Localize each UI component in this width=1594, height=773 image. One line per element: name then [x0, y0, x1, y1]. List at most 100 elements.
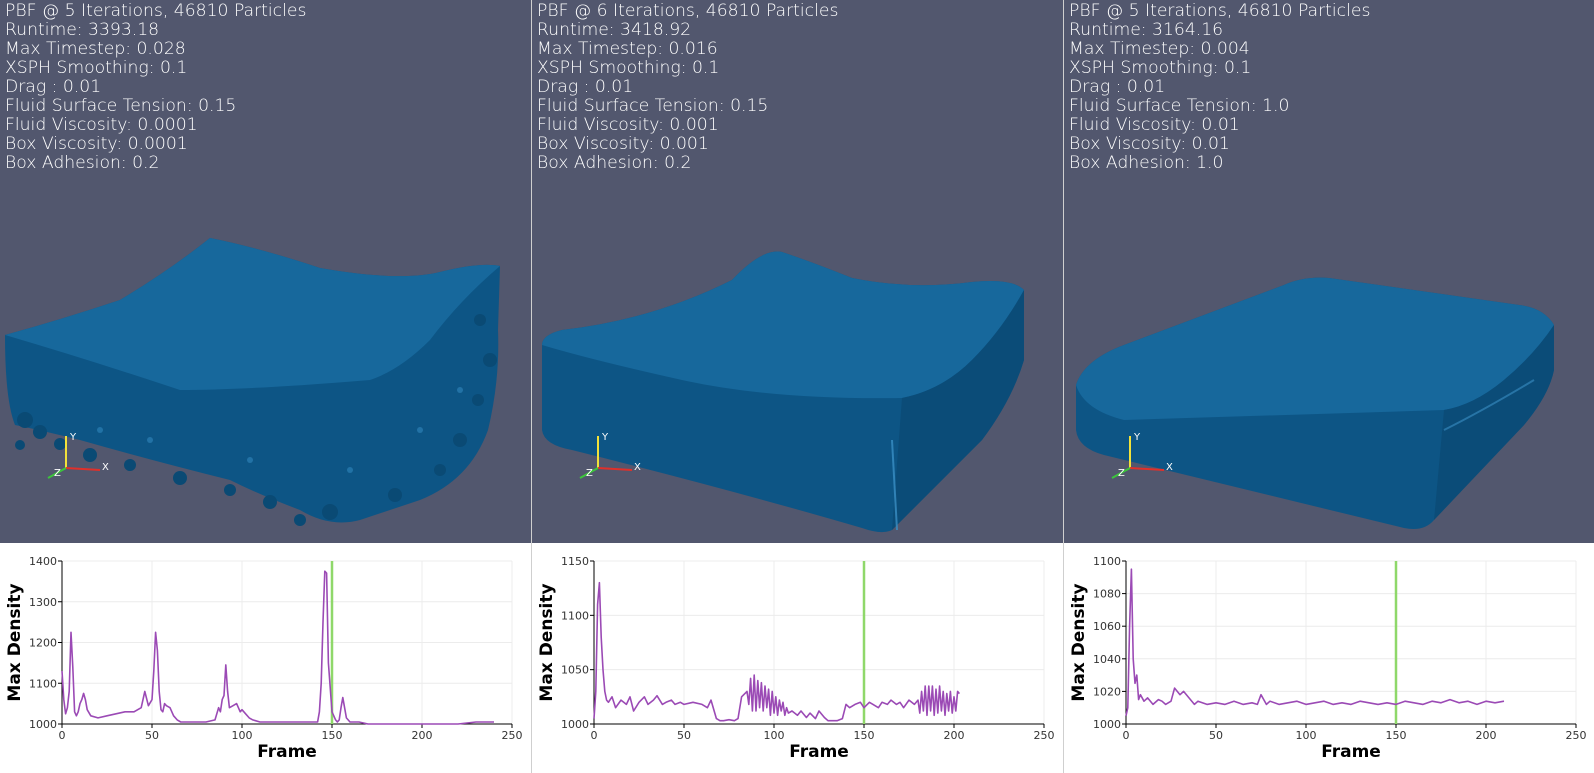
x-tick-label: 50: [1209, 729, 1223, 742]
y-tick-label: 1000: [29, 718, 57, 731]
info-overlay-2: PBF @ 6 Iterations, 46810 Particles Runt…: [537, 2, 838, 173]
axis-label-z: Z: [1118, 468, 1125, 479]
info-line: Fluid Viscosity: 0.0001: [5, 115, 198, 135]
info-line: Drag : 0.01: [5, 77, 102, 97]
y-tick-label: 1300: [29, 596, 57, 609]
axis-label-y: Y: [601, 432, 609, 443]
info-line: Runtime: 3393.18: [5, 20, 160, 40]
y-tick-label: 1050: [561, 664, 589, 677]
x-tick-label: 150: [322, 729, 343, 742]
fluid-surface-1: [5, 238, 500, 526]
fluid-surface-3: [1076, 277, 1554, 529]
y-tick-label: 1100: [29, 677, 57, 690]
y-tick-label: 1150: [561, 555, 589, 568]
y-axis-title: Max Density: [537, 583, 557, 701]
x-tick-label: 200: [1476, 729, 1497, 742]
axis-label-y: Y: [1133, 432, 1141, 443]
info-line: Max Timestep: 0.016: [537, 39, 718, 59]
y-tick-label: 1080: [1093, 588, 1121, 601]
x-tick-label: 50: [145, 729, 159, 742]
y-axis-title: Max Density: [5, 583, 25, 701]
density-plot-3[interactable]: 0 50 100 150 200 250 1000 1020 1040 1060 1080 1100 F…: [1064, 543, 1594, 773]
panel-divider: [531, 0, 532, 773]
info-line: XSPH Smoothing: 0.1: [537, 58, 720, 78]
info-line: Box Adhesion: 0.2: [5, 153, 160, 173]
x-axis-arrow: [1129, 467, 1165, 471]
info-line: PBF @ 5 Iterations, 46810 Particles: [5, 1, 307, 21]
panel-divider: [1063, 0, 1064, 773]
x-tick-label: 100: [1296, 729, 1317, 742]
y-tick-label: 1020: [1093, 685, 1121, 698]
axis-label-z: Z: [54, 468, 61, 479]
info-line: XSPH Smoothing: 0.1: [1069, 58, 1252, 78]
panel-3: PBF @ 5 Iterations, 46810 Particles Runt…: [1064, 0, 1594, 773]
x-tick-label: 50: [677, 729, 691, 742]
density-plot-1[interactable]: 0 50 100 150 200 250 1000 1100 1200 1300 1400 Frame…: [0, 543, 531, 773]
x-axis-arrow: [65, 467, 101, 471]
axis-label-x: X: [1166, 462, 1173, 473]
orientation-axes-3: Y X Z: [1111, 432, 1173, 479]
render-view-2[interactable]: PBF @ 6 Iterations, 46810 Particles Runt…: [532, 0, 1063, 543]
chart-svg-1: 0 50 100 150 200 250 1000 1100 1200 1300 1400 Frame…: [5, 555, 523, 762]
x-axis-arrow: [597, 467, 633, 471]
info-line: Fluid Surface Tension: 1.0: [1069, 96, 1290, 116]
axis-label-x: X: [102, 462, 109, 473]
info-line: Fluid Viscosity: 0.01: [1069, 115, 1240, 135]
z-axis-arrow: [1111, 467, 1131, 479]
x-tick-label: 200: [944, 729, 965, 742]
y-tick-label: 1000: [1093, 718, 1121, 731]
y-tick-label: 1000: [561, 718, 589, 731]
axis-label-y: Y: [69, 432, 77, 443]
x-axis-title: Frame: [257, 742, 317, 762]
x-tick-label: 250: [502, 729, 523, 742]
info-line: Drag : 0.01: [537, 77, 634, 97]
x-tick-label: 0: [59, 729, 66, 742]
info-line: Box Viscosity: 0.001: [537, 134, 709, 154]
info-overlay-1: PBF @ 5 Iterations, 46810 Particles Runt…: [5, 2, 306, 173]
info-line: Fluid Surface Tension: 0.15: [537, 96, 769, 116]
z-axis-arrow: [47, 467, 67, 479]
y-axis-title: Max Density: [1069, 583, 1089, 701]
series-line-max-density: [1125, 568, 1505, 716]
info-line: Box Adhesion: 1.0: [1069, 153, 1224, 173]
info-line: PBF @ 6 Iterations, 46810 Particles: [537, 1, 839, 21]
info-line: Fluid Viscosity: 0.001: [537, 115, 719, 135]
info-line: Box Viscosity: 0.01: [1069, 134, 1230, 154]
x-tick-label: 250: [1566, 729, 1587, 742]
info-line: Box Viscosity: 0.0001: [5, 134, 188, 154]
y-tick-label: 1040: [1093, 653, 1121, 666]
info-line: PBF @ 5 Iterations, 46810 Particles: [1069, 1, 1371, 21]
x-tick-label: 0: [1123, 729, 1130, 742]
info-line: Max Timestep: 0.028: [5, 39, 186, 59]
z-axis-arrow: [579, 467, 599, 479]
info-overlay-3: PBF @ 5 Iterations, 46810 Particles Runt…: [1069, 2, 1370, 173]
x-tick-label: 0: [591, 729, 598, 742]
y-tick-label: 1100: [1093, 555, 1121, 568]
x-axis-title: Frame: [1321, 742, 1381, 762]
x-axis-title: Frame: [789, 742, 849, 762]
y-tick-label: 1200: [29, 637, 57, 650]
y-tick-label: 1400: [29, 555, 57, 568]
x-tick-label: 150: [1386, 729, 1407, 742]
panel-2: PBF @ 6 Iterations, 46810 Particles Runt…: [532, 0, 1063, 773]
chart-svg-2: 0 50 100 150 200 250 1000 1050 1100 1150 Frame Max …: [537, 555, 1055, 762]
chart-svg-3: 0 50 100 150 200 250 1000 1020 1040 1060 1080 1100 F…: [1069, 555, 1587, 762]
density-plot-2[interactable]: 0 50 100 150 200 250 1000 1050 1100 1150 Frame Max …: [532, 543, 1063, 773]
x-tick-label: 150: [854, 729, 875, 742]
series-line-max-density: [61, 570, 494, 725]
render-view-1[interactable]: PBF @ 5 Iterations, 46810 Particles Runt…: [0, 0, 531, 543]
fluid-surface-2: [542, 251, 1024, 533]
render-view-3[interactable]: PBF @ 5 Iterations, 46810 Particles Runt…: [1064, 0, 1594, 543]
info-line: XSPH Smoothing: 0.1: [5, 58, 188, 78]
x-tick-label: 100: [764, 729, 785, 742]
info-line: Max Timestep: 0.004: [1069, 39, 1250, 59]
x-tick-label: 200: [412, 729, 433, 742]
info-line: Runtime: 3164.16: [1069, 20, 1224, 40]
panel-1: PBF @ 5 Iterations, 46810 Particles Runt…: [0, 0, 531, 773]
info-line: Box Adhesion: 0.2: [537, 153, 692, 173]
orientation-axes-2: Y X Z: [579, 432, 641, 479]
axis-label-x: X: [634, 462, 641, 473]
y-tick-label: 1060: [1093, 620, 1121, 633]
info-line: Fluid Surface Tension: 0.15: [5, 96, 237, 116]
x-tick-label: 250: [1034, 729, 1055, 742]
